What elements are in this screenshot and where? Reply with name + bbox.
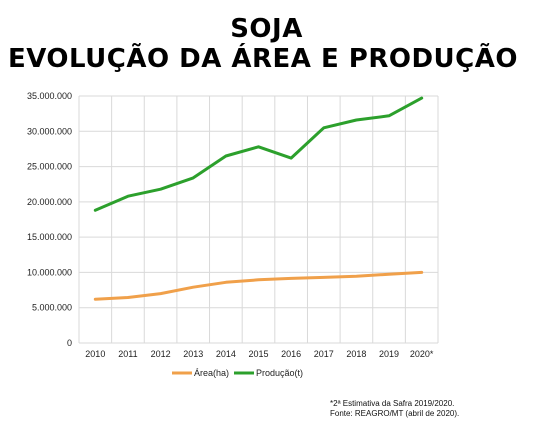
legend-area-label: Área(ha) (194, 368, 229, 378)
y-tick-label: 25.000.000 (27, 162, 72, 172)
series-line-area (93, 270, 424, 301)
x-tick-label: 2018 (346, 349, 366, 359)
y-tick-label: 10.000.000 (27, 267, 72, 277)
series-line-producao (93, 96, 424, 212)
chart-title-line2: EVOLUÇÃO DA ÁREA E PRODUÇÃO (8, 44, 518, 74)
chart-title-line1: SOJA (230, 14, 303, 44)
x-tick-label: 2019 (379, 349, 399, 359)
footnote-source: Fonte: REAGRO/MT (abril de 2020). (330, 409, 460, 418)
y-tick-label: 35.000.000 (27, 91, 72, 101)
x-tick-label: 2016 (281, 349, 301, 359)
y-tick-label: 0 (67, 338, 72, 348)
footnote-estimate: *2ª Estimativa da Safra 2019/2020. (330, 399, 455, 408)
legend-producao-label: Produção(t) (256, 368, 303, 378)
y-tick-label: 20.000.000 (27, 197, 72, 207)
x-tick-label: 2014 (216, 349, 236, 359)
x-tick-label: 2011 (118, 349, 137, 359)
y-tick-label: 30.000.000 (27, 126, 72, 136)
x-tick-label: 2017 (314, 349, 334, 359)
x-tick-label: 2010 (85, 349, 105, 359)
x-tick-label: 2012 (151, 349, 171, 359)
x-tick-label: 2020* (410, 349, 434, 359)
y-tick-label: 5.000.000 (32, 303, 72, 313)
x-tick-label: 2013 (183, 349, 203, 359)
y-tick-label: 15.000.000 (27, 232, 72, 242)
x-tick-label: 2015 (248, 349, 268, 359)
